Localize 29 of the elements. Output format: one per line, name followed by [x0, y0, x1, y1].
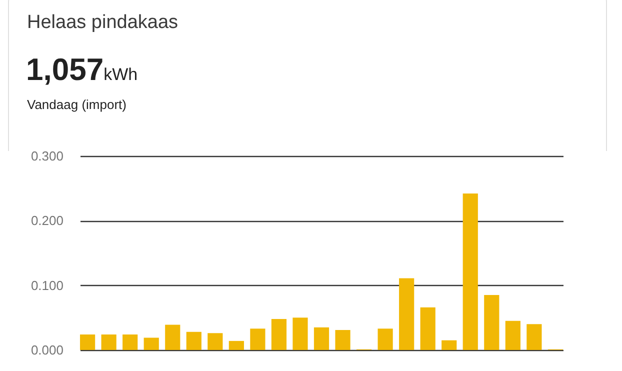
text: 1,057 — [26, 52, 104, 87]
bar — [208, 333, 223, 350]
y-tick-label: 0.200 — [30, 213, 64, 228]
bar — [80, 334, 96, 350]
bar — [505, 320, 520, 350]
y-tick-label: 0.100 — [30, 278, 64, 293]
bar — [462, 194, 478, 350]
bar — [378, 328, 393, 350]
bar — [335, 330, 350, 350]
bar — [101, 334, 116, 350]
bar — [250, 328, 266, 350]
bar — [122, 334, 138, 350]
bar — [399, 278, 414, 350]
bar — [442, 340, 457, 350]
bar — [165, 324, 180, 350]
chart-title: Helaas pindakaas — [27, 12, 178, 34]
y-tick-label: 0.000 — [30, 342, 64, 358]
bar — [484, 295, 500, 350]
bar — [292, 318, 308, 350]
bar — [526, 324, 542, 350]
chart-subtitle: Vandaag (import) — [27, 97, 126, 112]
bar — [314, 327, 330, 350]
bar — [228, 340, 244, 350]
bar — [144, 338, 159, 350]
text: kWh — [104, 65, 138, 84]
bar — [271, 318, 287, 350]
y-tick-label: 0.300 — [30, 148, 64, 164]
bar — [420, 307, 436, 350]
bar — [186, 332, 202, 350]
